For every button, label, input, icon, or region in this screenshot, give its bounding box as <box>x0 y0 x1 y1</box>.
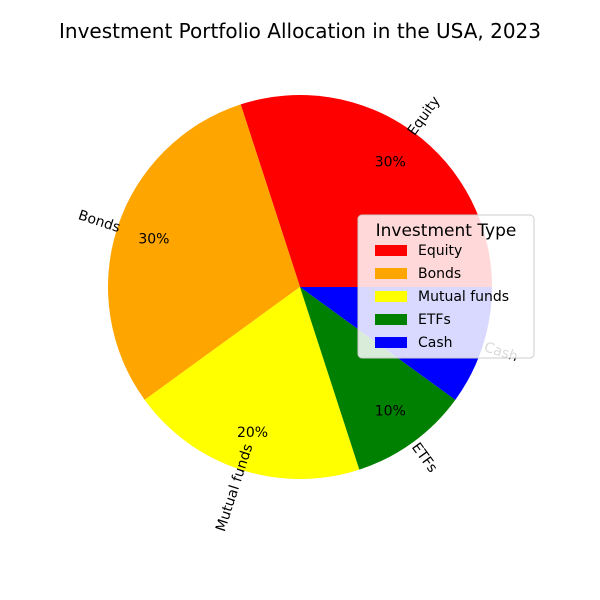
legend-swatch-etfs <box>375 314 407 325</box>
legend-label-equity: Equity <box>418 243 462 259</box>
percent-label-bonds: 30% <box>138 232 169 248</box>
pie-slice-mutual-funds <box>144 287 360 479</box>
legend-entries: Equity Bonds Mutual funds ETFs Cash <box>375 243 509 351</box>
percent-label-mutual-funds: 20% <box>237 425 268 441</box>
chart-title: Investment Portfolio Allocation in the U… <box>59 19 541 43</box>
percent-label-equity: 30% <box>375 155 406 171</box>
legend-label-etfs: ETFs <box>418 312 451 328</box>
legend-label-bonds: Bonds <box>418 266 461 282</box>
percent-labels: 30% 30% 20% 10% <box>138 155 405 441</box>
pie-slice-etfs <box>300 287 456 470</box>
category-label-bonds: Bonds <box>76 207 122 236</box>
legend-swatch-mutual-funds <box>375 291 407 302</box>
category-label-equity: Equity <box>405 94 444 139</box>
legend-swatch-cash <box>375 337 407 348</box>
legend-swatch-bonds <box>375 268 407 279</box>
legend-label-mutual-funds: Mutual funds <box>418 289 509 305</box>
pie-slice-bonds <box>107 104 300 400</box>
percent-label-etfs: 10% <box>375 403 406 419</box>
legend-title: Investment Type <box>376 221 517 241</box>
legend-swatch-equity <box>375 245 407 256</box>
category-label-etfs: ETFs <box>408 440 440 476</box>
legend-label-cash: Cash <box>418 335 453 351</box>
